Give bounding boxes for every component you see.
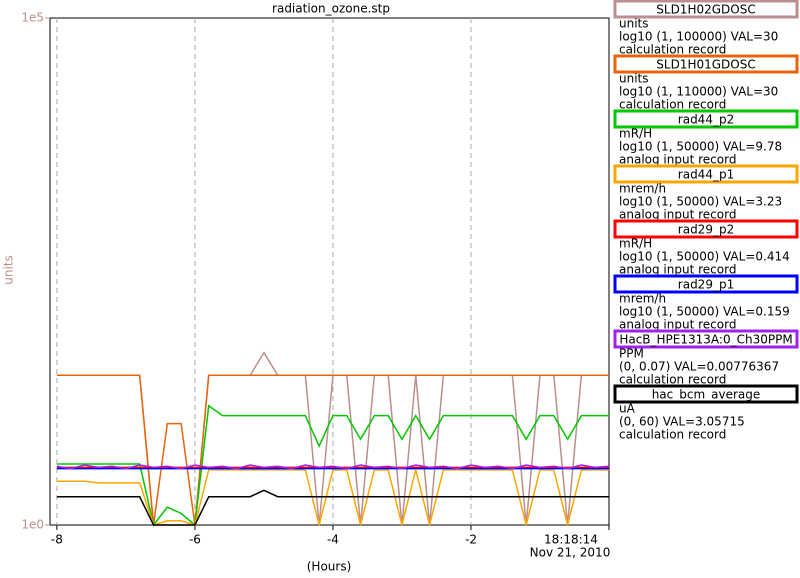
legend-units: mrem/h (619, 292, 666, 306)
legend-units: mrem/h (619, 182, 666, 196)
series-line (56, 374, 609, 526)
legend-name: rad44_p1 (678, 168, 734, 182)
series-line (56, 469, 609, 526)
series-line (56, 404, 609, 527)
plot-area (49, 17, 610, 526)
x-tick-label: 18:18:14 (544, 533, 598, 547)
legend-record: calculation record (619, 98, 726, 112)
chart-title: radiation_ozone.stp (272, 2, 390, 16)
x-tick-label: -8 (51, 533, 63, 547)
legend-range: (0, 0.07) VAL=0.00776367 (619, 360, 779, 374)
y-tick-label: 1e0 (21, 518, 44, 532)
series-line (56, 464, 610, 470)
x-tick-label: -6 (189, 533, 201, 547)
legend-name: SLD1H01GDOSC (656, 58, 755, 72)
y-tick-label: 1e5 (21, 11, 44, 25)
x-axis-label: (Hours) (307, 560, 352, 574)
legend-box (613, 219, 799, 239)
legend-units: PPM (619, 347, 644, 361)
legend-record: analog input record (619, 208, 736, 222)
legend-box (613, 274, 799, 294)
date-label: Nov 21, 2010 (530, 546, 611, 560)
legend-box (613, 54, 799, 74)
legend-record: calculation record (619, 373, 726, 387)
y-axis-label: units (2, 255, 16, 285)
legend-range: log10 (1, 50000) VAL=3.23 (619, 195, 782, 209)
legend-units: units (619, 72, 649, 86)
legend-name: HacB_HPE1313A:0_Ch30PPM (619, 333, 792, 347)
legend-box (613, 384, 799, 404)
legend-name: rad29_p2 (678, 223, 734, 237)
legend-range: log10 (1, 50000) VAL=9.78 (619, 140, 782, 154)
legend-box (613, 329, 799, 349)
legend-box (613, 109, 799, 129)
legend-units: mR/H (619, 237, 652, 251)
legend-record: calculation record (619, 428, 726, 442)
legend-range: log10 (1, 110000) VAL=30 (619, 85, 778, 99)
legend-record: calculation record (619, 43, 726, 57)
legend-range: log10 (1, 50000) VAL=0.159 (619, 305, 790, 319)
legend-units: mR/H (619, 127, 652, 141)
legend-range: log10 (1, 50000) VAL=0.414 (619, 250, 790, 264)
legend-range: (0, 60) VAL=3.05715 (619, 415, 745, 429)
legend-box (613, 164, 799, 184)
legend-name: rad44_p2 (678, 113, 734, 127)
legend-record: analog input record (619, 153, 736, 167)
legend-record: analog input record (619, 263, 736, 277)
x-tick-label: -2 (465, 533, 477, 547)
legend-name: rad29_p1 (678, 278, 734, 292)
series-line (56, 489, 609, 526)
legend-name: hac_bcm_average (652, 388, 761, 402)
legend-box (613, 0, 799, 19)
legend-units: units (619, 17, 649, 31)
legend-units: uA (619, 402, 636, 416)
legend-record: analog input record (619, 318, 736, 332)
legend-range: log10 (1, 100000) VAL=30 (619, 30, 778, 44)
x-tick-label: -4 (327, 533, 339, 547)
legend-name: SLD1H02GDOSC (656, 3, 755, 17)
